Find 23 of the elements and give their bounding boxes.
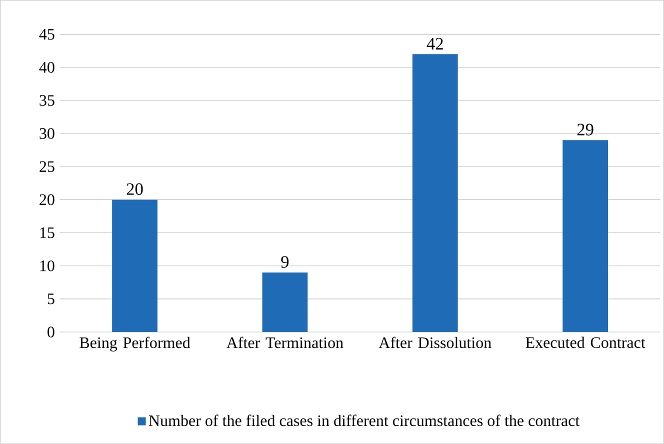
y-tick-label: 10 [40,260,54,272]
data-label: 42 [426,38,443,50]
y-tick-label: 40 [39,62,54,73]
x-tick-label: After Dissolution [378,336,492,348]
bar [562,140,608,332]
y-tick-label: 15 [40,228,54,238]
y-tick-label: 0 [48,326,54,338]
bar [412,54,458,332]
data-label: 29 [577,124,594,136]
x-tick-label: Being Performed [80,336,190,352]
y-tick-label: 30 [40,128,54,140]
y-tick-label: 35 [40,95,54,106]
x-tick-label: Executed Contract [526,336,646,348]
bar [112,200,158,332]
bar [262,272,308,332]
legend-label: Number of the filed cases in different circumstances of the contract [148,414,580,426]
x-tick-label: After Termination [226,336,344,348]
y-tick-label: 45 [39,29,54,40]
data-label: 9 [281,256,289,268]
y-tick-label: 5 [48,294,54,304]
y-tick-label: 25 [40,161,54,172]
data-label: 20 [126,183,143,196]
y-tick-label: 20 [40,194,54,206]
